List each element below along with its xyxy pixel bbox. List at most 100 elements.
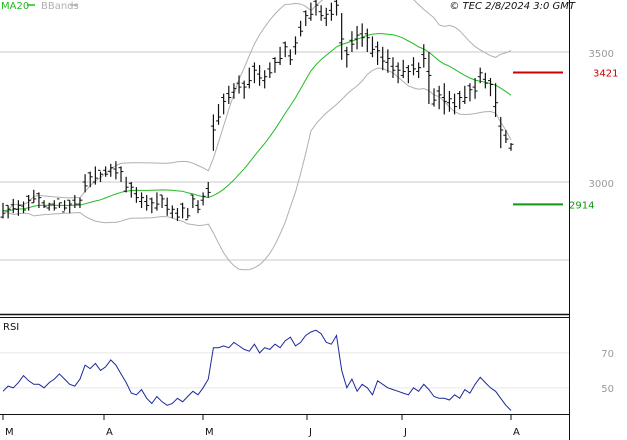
price-bar	[123, 176, 129, 193]
price-bar	[41, 200, 47, 208]
price-bar	[133, 187, 139, 203]
price-bar	[10, 198, 16, 214]
price-bar	[200, 192, 206, 206]
price-bar	[416, 62, 422, 78]
price-bar	[498, 117, 504, 149]
rsi-title: RSI	[3, 322, 19, 333]
price-bar	[452, 93, 458, 115]
price-bar	[15, 200, 21, 216]
x-tick-label: A	[106, 427, 113, 438]
price-bar	[323, 7, 329, 26]
price-bar	[154, 192, 160, 211]
legend-bbands: BBands	[41, 1, 79, 12]
price-bar	[51, 200, 57, 211]
price-bar	[436, 85, 442, 110]
price-bar	[457, 91, 463, 110]
price-bar	[426, 52, 432, 104]
legend-ma20: MA20	[1, 1, 29, 12]
price-axis: 3500 3000	[589, 49, 614, 190]
rsi-line	[2, 329, 512, 411]
panel-frame	[0, 0, 570, 440]
copyright-text: © TEC 2/8/2024 3:0 GMT	[449, 1, 576, 12]
resistance-label: 3421	[593, 69, 618, 80]
price-bar	[508, 143, 514, 151]
price-bar	[231, 83, 237, 99]
price-bar	[354, 26, 360, 50]
price-bar	[159, 194, 165, 208]
price-bar	[318, 5, 324, 21]
price-bar	[503, 130, 509, 143]
price-bar	[56, 198, 62, 208]
price-bar	[287, 49, 293, 65]
rsi-axis: 70 50	[601, 349, 614, 395]
price-tick-label: 3500	[589, 49, 614, 60]
price-bar	[87, 171, 93, 188]
price-bar	[472, 78, 478, 99]
price-bar	[462, 85, 468, 104]
price-bar	[226, 85, 232, 104]
price-bars	[0, 0, 514, 221]
price-bar	[267, 62, 273, 78]
rsi-grid	[0, 352, 569, 389]
price-bar	[328, 2, 334, 21]
price-bar	[282, 41, 288, 58]
price-bar	[262, 70, 268, 89]
chart-legend: MA20 BBands	[1, 1, 79, 12]
price-bar	[390, 57, 396, 78]
bb-upper-line	[2, 0, 512, 212]
ma20-path	[2, 33, 512, 212]
price-bar	[313, 0, 319, 16]
price-bar	[334, 0, 340, 16]
bb-lower-line	[2, 67, 512, 271]
price-levels: 3421 2914	[513, 69, 618, 211]
bollinger-bands	[2, 0, 512, 271]
price-bar	[195, 200, 201, 214]
rsi-path	[2, 329, 512, 411]
price-bar	[77, 197, 83, 208]
price-bar	[400, 59, 406, 78]
price-bar	[344, 46, 350, 68]
price-bar	[364, 28, 370, 52]
price-bar	[477, 67, 483, 84]
price-bar	[359, 23, 365, 47]
price-bar	[144, 195, 150, 211]
price-bar	[0, 202, 6, 219]
price-bar	[210, 114, 216, 151]
price-bar	[246, 67, 252, 89]
price-bar	[446, 91, 452, 112]
price-bar	[385, 49, 391, 73]
price-bar	[26, 195, 32, 211]
ma20-line	[2, 33, 512, 212]
price-bar	[493, 83, 499, 117]
price-bar	[164, 197, 170, 216]
price-bar	[118, 166, 124, 182]
price-bar	[441, 83, 447, 115]
support-label: 2914	[569, 200, 594, 211]
x-tick-label: J	[308, 427, 312, 438]
price-bar	[149, 197, 155, 214]
price-bar	[113, 161, 119, 180]
price-bar	[92, 166, 98, 185]
grid-lines	[0, 51, 569, 261]
price-bar	[241, 80, 247, 99]
price-bar	[277, 46, 283, 65]
price-bar	[421, 44, 427, 68]
price-bar	[482, 72, 488, 89]
price-bar	[190, 194, 196, 208]
price-bar	[108, 163, 114, 177]
price-bar	[180, 202, 186, 219]
price-bar	[62, 200, 68, 213]
price-bar	[308, 2, 314, 21]
price-bar	[380, 46, 386, 71]
price-bar	[139, 192, 145, 208]
price-bar	[82, 174, 88, 193]
price-bar	[21, 201, 27, 214]
price-bar	[174, 208, 180, 221]
price-bar	[375, 41, 381, 65]
x-tick-label: A	[513, 427, 520, 438]
price-bar	[31, 189, 37, 204]
rsi-tick-label: 70	[601, 349, 614, 360]
x-tick-label: J	[403, 427, 407, 438]
